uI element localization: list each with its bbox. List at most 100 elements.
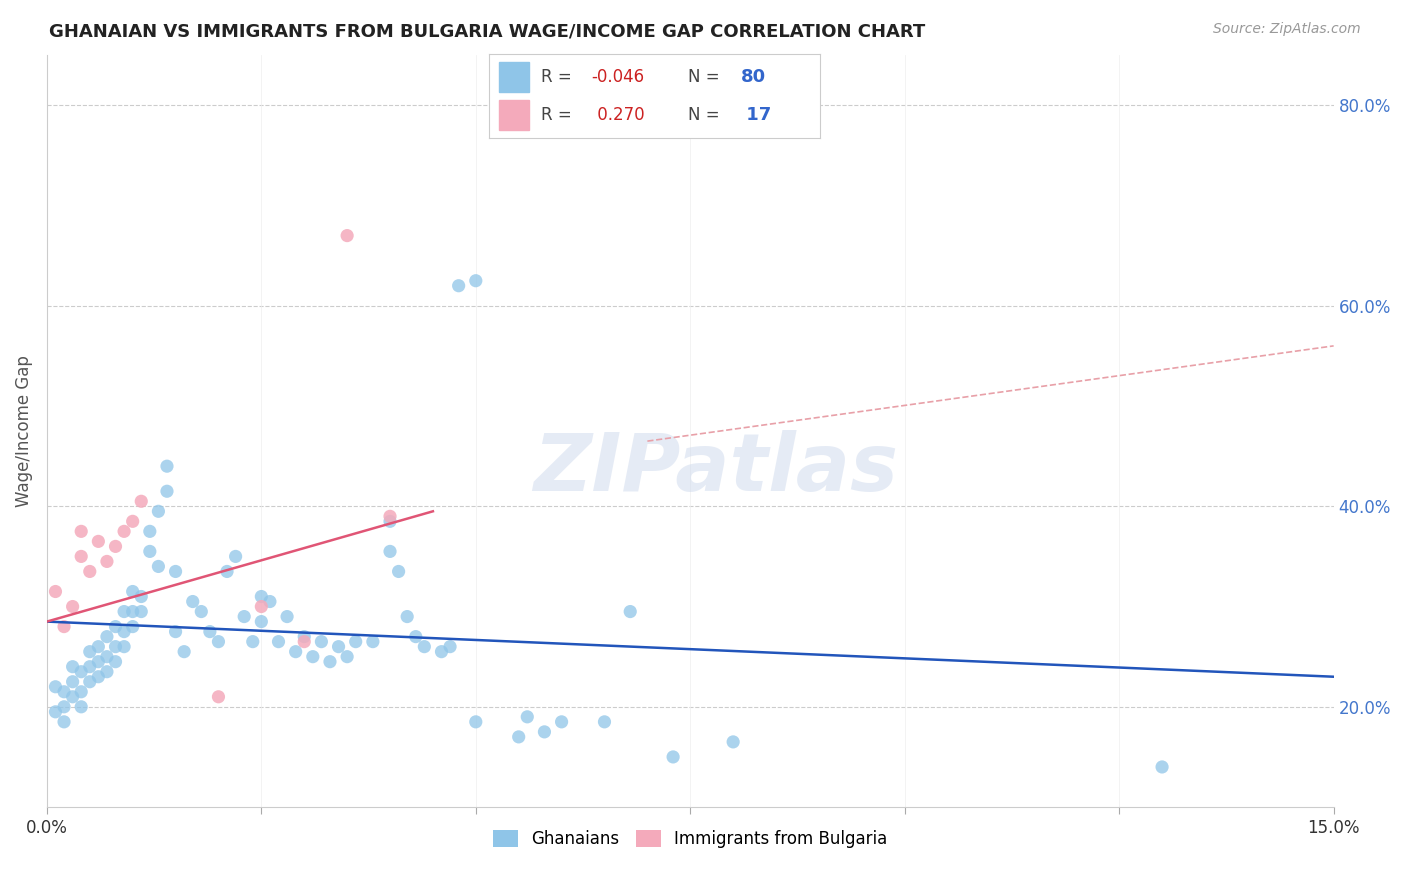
Point: [311, 634, 333, 648]
Point: [53, 685, 76, 699]
Point: [104, 640, 127, 654]
Point: [121, 619, 143, 633]
Point: [276, 609, 298, 624]
Point: [336, 228, 359, 243]
Point: [62, 659, 84, 673]
Point: [121, 605, 143, 619]
Point: [139, 524, 162, 539]
Text: -0.046: -0.046: [592, 68, 645, 86]
Text: ZIPatlas: ZIPatlas: [533, 430, 898, 508]
Point: [447, 278, 470, 293]
Bar: [499, 62, 529, 92]
Point: [378, 514, 401, 528]
Point: [53, 619, 76, 633]
Point: [396, 609, 419, 624]
Point: [79, 659, 101, 673]
Point: [53, 699, 76, 714]
Point: [70, 665, 93, 679]
Point: [361, 634, 384, 648]
Point: [328, 640, 350, 654]
Text: R =: R =: [540, 106, 571, 124]
Point: [79, 645, 101, 659]
Point: [79, 674, 101, 689]
Text: 80: 80: [741, 68, 765, 86]
Point: [129, 590, 152, 604]
Point: [508, 730, 530, 744]
Point: [336, 649, 359, 664]
Point: [70, 685, 93, 699]
Point: [173, 645, 195, 659]
Point: [207, 634, 229, 648]
Point: [87, 640, 110, 654]
Text: 17: 17: [741, 106, 772, 124]
Point: [112, 640, 135, 654]
Point: [413, 640, 436, 654]
Point: [148, 559, 170, 574]
Point: [319, 655, 342, 669]
Point: [165, 624, 187, 639]
Point: [464, 714, 486, 729]
Point: [430, 645, 453, 659]
Point: [129, 494, 152, 508]
Point: [250, 599, 273, 614]
Point: [87, 670, 110, 684]
Point: [1152, 760, 1174, 774]
Point: [44, 705, 66, 719]
Point: [62, 674, 84, 689]
Point: [104, 619, 127, 633]
Point: [301, 649, 323, 664]
Point: [87, 655, 110, 669]
Point: [62, 690, 84, 704]
Point: [190, 605, 212, 619]
Point: [198, 624, 221, 639]
Point: [233, 609, 256, 624]
Point: [267, 634, 290, 648]
Point: [284, 645, 307, 659]
Point: [79, 565, 101, 579]
Point: [181, 594, 204, 608]
Point: [70, 549, 93, 564]
Point: [87, 534, 110, 549]
Point: [112, 624, 135, 639]
Point: [44, 680, 66, 694]
Point: [439, 640, 461, 654]
Text: N =: N =: [688, 68, 718, 86]
Point: [96, 665, 118, 679]
Point: [242, 634, 264, 648]
Point: [44, 584, 66, 599]
Point: [387, 565, 409, 579]
Point: [378, 509, 401, 524]
Point: [121, 584, 143, 599]
Point: [104, 540, 127, 554]
Point: [156, 459, 179, 474]
Text: R =: R =: [540, 68, 571, 86]
Point: [405, 630, 427, 644]
Point: [207, 690, 229, 704]
Text: Source: ZipAtlas.com: Source: ZipAtlas.com: [1213, 22, 1361, 37]
Point: [378, 544, 401, 558]
Point: [96, 649, 118, 664]
Point: [593, 714, 616, 729]
Point: [533, 724, 555, 739]
Point: [156, 484, 179, 499]
Point: [129, 605, 152, 619]
Point: [292, 634, 315, 648]
Point: [619, 605, 641, 619]
Point: [70, 524, 93, 539]
Point: [112, 605, 135, 619]
Point: [215, 565, 238, 579]
Text: GHANAIAN VS IMMIGRANTS FROM BULGARIA WAGE/INCOME GAP CORRELATION CHART: GHANAIAN VS IMMIGRANTS FROM BULGARIA WAG…: [49, 22, 925, 40]
Point: [121, 514, 143, 528]
Point: [165, 565, 187, 579]
Legend: Ghanaians, Immigrants from Bulgaria: Ghanaians, Immigrants from Bulgaria: [486, 823, 894, 855]
Point: [662, 750, 685, 764]
Point: [292, 630, 315, 644]
Point: [721, 735, 744, 749]
Point: [62, 599, 84, 614]
Point: [112, 524, 135, 539]
Point: [139, 544, 162, 558]
Point: [225, 549, 247, 564]
Point: [344, 634, 367, 648]
Bar: [499, 100, 529, 130]
Point: [96, 554, 118, 568]
